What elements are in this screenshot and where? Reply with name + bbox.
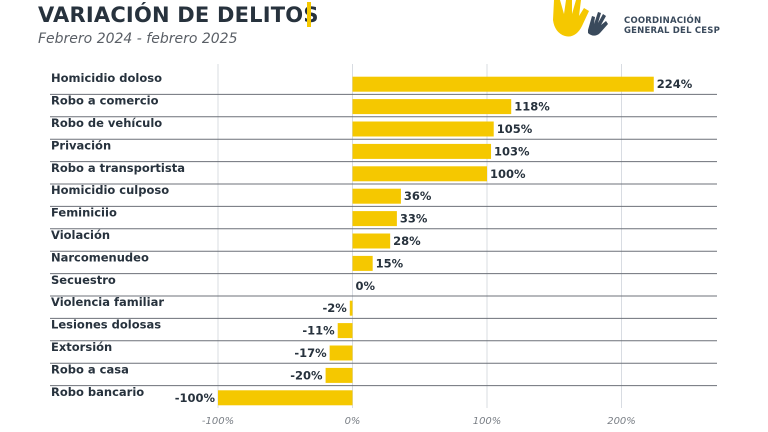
category-label: Robo a comercio	[51, 94, 159, 108]
bar	[352, 76, 654, 92]
value-label: 33%	[400, 212, 428, 226]
chart-title: VARIACIÓN DE DELITOS	[38, 3, 319, 27]
value-label: -2%	[322, 301, 347, 315]
value-label: 100%	[490, 167, 526, 181]
category-label: Robo bancario	[51, 385, 144, 399]
value-label: -100%	[175, 391, 216, 405]
value-label: -17%	[294, 346, 327, 360]
chart-subtitle: Febrero 2024 - febrero 2025	[38, 31, 238, 47]
bar	[325, 367, 353, 383]
category-label: Feminiciio	[51, 206, 117, 220]
category-label: Homicidio culposo	[51, 183, 169, 197]
value-label: 15%	[376, 256, 404, 270]
title-accent-bar	[307, 2, 311, 27]
value-label: -20%	[290, 368, 323, 382]
bar	[352, 121, 494, 137]
bar	[352, 255, 373, 271]
x-tick-label: 100%	[473, 416, 502, 427]
bar	[352, 188, 401, 204]
bar	[352, 143, 492, 159]
bar	[218, 390, 353, 406]
bar	[337, 323, 353, 339]
value-label: -11%	[302, 324, 335, 338]
dark-hand-icon	[588, 12, 608, 36]
hands-icon	[553, 0, 608, 37]
logo-line-1: COORDINACIÓN	[624, 16, 702, 26]
bar	[352, 99, 512, 115]
category-label: Violencia familiar	[51, 295, 164, 309]
logo-text: COORDINACIÓN GENERAL DEL CESP	[624, 16, 721, 36]
category-label: Extorsión	[51, 340, 112, 354]
x-tick-label: 200%	[607, 416, 636, 427]
value-label: 105%	[497, 122, 533, 136]
value-label: 0%	[356, 279, 376, 293]
category-label: Privación	[51, 138, 111, 152]
x-tick-label: -100%	[202, 416, 234, 427]
category-label: Secuestro	[51, 273, 116, 287]
category-label: Lesiones dolosas	[51, 318, 161, 332]
value-label: 36%	[404, 189, 432, 203]
category-label: Homicidio doloso	[51, 71, 162, 85]
yellow-hand-icon	[553, 0, 589, 37]
logo-line-2: GENERAL DEL CESP	[624, 25, 721, 36]
bar	[352, 233, 391, 249]
value-label: 224%	[657, 77, 693, 91]
category-label: Robo a transportista	[51, 161, 185, 175]
x-tick-label: 0%	[345, 416, 361, 427]
bar	[329, 345, 353, 361]
bar	[352, 166, 487, 182]
bar	[352, 211, 397, 227]
bar	[349, 300, 353, 316]
value-label: 103%	[494, 144, 530, 158]
value-label: 28%	[393, 234, 421, 248]
category-label: Robo a casa	[51, 362, 129, 376]
category-label: Violación	[51, 228, 110, 242]
category-label: Narcomenudeo	[51, 250, 149, 264]
value-label: 118%	[514, 100, 550, 114]
category-label: Robo de vehículo	[51, 116, 162, 130]
